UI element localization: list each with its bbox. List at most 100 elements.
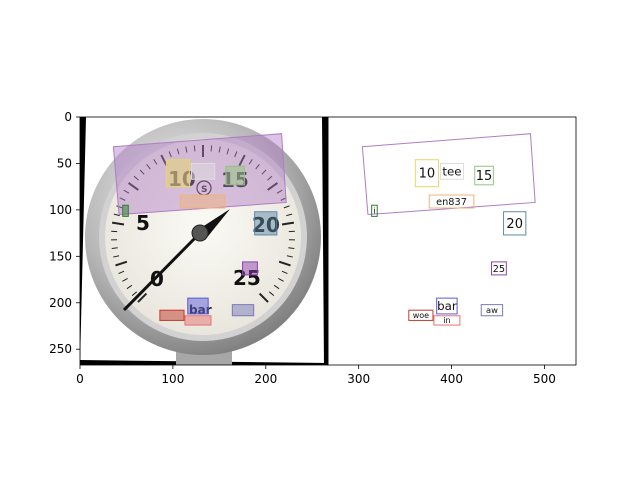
text-box-fill <box>159 309 185 321</box>
y-tick-label: 200 <box>49 296 72 310</box>
gauge-tick <box>119 197 126 201</box>
gauge-tick <box>283 205 290 209</box>
gauge-tick <box>258 292 269 303</box>
text-box-fill <box>242 261 258 276</box>
right-axes-frame <box>327 116 577 366</box>
gauge-tick <box>168 151 172 158</box>
text-box-fill <box>225 165 245 186</box>
dial-number-5: 5 <box>136 211 150 235</box>
axis-ticks: 0 100 200 300 400 500 0 50 100 150 200 250 <box>49 110 556 386</box>
gauge-tick <box>261 169 267 175</box>
gauge-tick <box>273 284 280 290</box>
text-box-label: 15 <box>476 169 493 184</box>
text-box-label: aw <box>486 305 498 315</box>
gauge-tick <box>185 146 188 153</box>
text-box-fill <box>165 159 191 188</box>
gauge-tick <box>276 189 283 194</box>
x-tick-label: 400 <box>440 372 463 386</box>
gauge-ticks <box>111 145 295 303</box>
gauge-tick <box>286 213 293 217</box>
text-box <box>436 297 458 315</box>
text-box-label: 10 <box>419 167 436 182</box>
text-box-label: 25 <box>493 264 505 275</box>
left-annotations <box>112 133 287 326</box>
gauge-needle <box>122 231 202 312</box>
gauge-tick <box>116 205 123 209</box>
gauge-tick <box>127 182 139 191</box>
gauge-pivot <box>191 224 209 242</box>
gauge-tick <box>234 151 238 158</box>
text-box <box>439 162 465 180</box>
black-edge-left <box>80 117 86 365</box>
x-tick-label: 300 <box>347 372 370 386</box>
gauge-tick <box>267 182 279 191</box>
gauge-tick <box>111 247 118 250</box>
x-tick-label: 500 <box>533 372 556 386</box>
gauge-tick <box>278 260 291 267</box>
gauge-tick <box>193 145 196 152</box>
gauge-tick <box>286 255 293 258</box>
gauge-tick <box>131 291 138 297</box>
gauge-tick <box>113 255 120 258</box>
text-box-fill <box>179 194 226 209</box>
y-tick-label: 100 <box>49 203 72 217</box>
gauge-tick <box>111 221 125 226</box>
text-box-label: in <box>443 316 450 325</box>
gauge-tick <box>278 277 284 282</box>
dial-s-mark: S <box>201 185 207 195</box>
gauge-tick <box>122 277 128 282</box>
gauge-tick <box>113 213 120 217</box>
gauge-tick <box>280 197 287 201</box>
text-box-fill <box>184 315 212 326</box>
x-tick-label: 0 <box>76 372 84 386</box>
text-box <box>371 204 378 217</box>
gauge-photo-panel: 5 10 15 20 25 0 S bar <box>80 117 328 365</box>
gauge-tick <box>126 284 133 290</box>
black-edge-right <box>322 117 328 365</box>
text-box-fill <box>190 162 216 180</box>
gauge-tick <box>115 260 128 267</box>
gauge-tick <box>268 291 275 297</box>
gauge-tick <box>139 169 145 175</box>
gauge-tick <box>238 154 246 167</box>
text-box <box>480 304 504 317</box>
gauge-tick <box>146 163 151 170</box>
text-box <box>474 165 494 186</box>
text-box-label: bar <box>437 299 457 313</box>
text-box-label: woe <box>413 311 429 320</box>
text-box-label: en837 <box>436 197 467 208</box>
gauge-tick <box>281 221 295 226</box>
text-box <box>414 159 440 188</box>
gauge-tick <box>153 159 158 165</box>
y-tick-label: 150 <box>49 249 72 263</box>
gauge-tick <box>281 270 288 274</box>
gauge-tick <box>160 154 168 167</box>
gauge-tick <box>255 163 260 170</box>
x-tick-label: 100 <box>161 372 184 386</box>
gauge-tick <box>123 189 130 194</box>
text-box <box>503 211 527 236</box>
gauge-tick <box>118 270 125 274</box>
y-tick-label: 50 <box>57 156 72 170</box>
gauge-tick <box>137 292 148 303</box>
text-box-label: 20 <box>506 217 523 232</box>
gauge-tick <box>176 148 180 155</box>
text-box-fill <box>254 211 278 236</box>
text-box-label: tee <box>442 164 461 178</box>
text-box-label: i <box>373 206 375 216</box>
y-tick-label: 250 <box>49 342 72 356</box>
text-box <box>428 194 475 209</box>
gauge-tick <box>218 146 221 153</box>
text-box <box>433 315 461 326</box>
text-box <box>490 261 507 276</box>
text-box-fill <box>187 297 209 315</box>
right-annotations: 10 tee 15 en837 20 25 bar aw woe in i <box>361 133 536 326</box>
gauge-tick <box>133 175 139 181</box>
gauge-tick <box>248 159 253 165</box>
x-tick-label: 200 <box>254 372 277 386</box>
text-box <box>408 309 434 321</box>
annotation-panel: 10 tee 15 en837 20 25 bar aw woe in i <box>328 117 576 365</box>
gauge-tick <box>210 145 213 152</box>
region-outline-right <box>361 133 536 216</box>
